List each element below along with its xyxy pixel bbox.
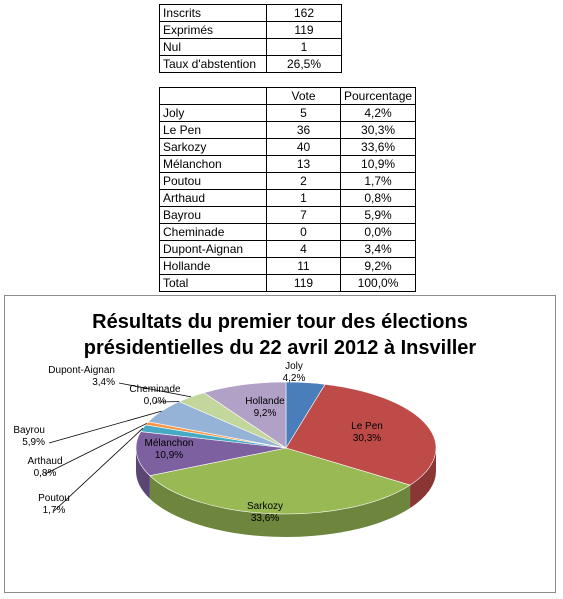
slice-value-label-sarkozy: 33,6% <box>251 513 279 524</box>
chart-title-line-1: Résultats du premier tour des élections <box>92 311 468 333</box>
vote-percentage: 100,0% <box>339 274 417 292</box>
vote-percentage: 1,7% <box>339 172 417 190</box>
pie-slice-side-sarkozy <box>149 475 411 537</box>
results-header-cell: Pourcentage <box>339 87 417 105</box>
slice-name-label-cheminade: Cheminade <box>129 384 181 395</box>
summary-table: Inscrits 162 Exprimés 119 Nul 1 Taux d'abstent… <box>159 4 342 73</box>
pie-slice-le pen <box>285 383 437 486</box>
summary-value: 1 <box>266 38 342 56</box>
vote-count: 40 <box>266 138 341 156</box>
pie-slice-hollande <box>203 381 287 449</box>
summary-row: Nul 1 <box>159 38 342 56</box>
candidate-name: Hollande <box>159 257 267 275</box>
slice-name-label-le pen: Le Pen <box>351 421 383 432</box>
results-row: Poutou 2 1,7% <box>159 172 417 190</box>
summary-row: Inscrits 162 <box>159 4 342 22</box>
slice-name-label-arthaud: Arthaud <box>27 456 62 467</box>
slice-value-label-hollande: 9,2% <box>254 408 277 419</box>
results-row: Bayrou 7 5,9% <box>159 206 417 224</box>
results-row: Cheminade 0 0,0% <box>159 223 417 241</box>
slice-value-label-joly: 4,2% <box>283 373 306 384</box>
vote-count: 13 <box>266 155 341 173</box>
summary-row: Taux d'abstention 26,5% <box>159 55 342 73</box>
candidate-name: Poutou <box>159 172 267 190</box>
leader-line-dupont-aignan <box>118 382 192 398</box>
candidate-name: Mélanchon <box>159 155 267 173</box>
vote-percentage: 10,9% <box>339 155 417 173</box>
leader-line-poutou <box>53 427 144 512</box>
slice-value-label-le pen: 30,3% <box>353 433 381 444</box>
vote-count: 1 <box>266 189 341 207</box>
vote-count: 7 <box>266 206 341 224</box>
results-header-cell <box>159 87 267 105</box>
vote-count: 4 <box>266 240 341 258</box>
results-row: Joly 5 4,2% <box>159 104 417 122</box>
pie-slice-mélanchon <box>135 431 287 477</box>
candidate-name: Dupont-Aignan <box>159 240 267 258</box>
candidate-name: Arthaud <box>159 189 267 207</box>
results-table: Vote Pourcentage Joly 5 4,2% Le Pen 36 30,3% Sar… <box>159 87 417 292</box>
vote-percentage: 3,4% <box>339 240 417 258</box>
vote-percentage: 30,3% <box>339 121 417 139</box>
summary-label: Exprimés <box>159 21 267 39</box>
slice-value-label-arthaud: 0,8% <box>34 468 57 479</box>
slice-name-label-joly: Joly <box>285 361 303 372</box>
slice-value-label-cheminade: 0,0% <box>144 396 167 407</box>
summary-value: 119 <box>266 21 342 39</box>
summary-value: 26,5% <box>266 55 342 73</box>
vote-percentage: 0,0% <box>339 223 417 241</box>
results-row: Hollande 11 9,2% <box>159 257 417 275</box>
slice-value-label-dupont-aignan: 3,4% <box>92 377 115 388</box>
slice-value-label-bayrou: 5,9% <box>22 437 45 448</box>
vote-count: 0 <box>266 223 341 241</box>
vote-count: 36 <box>266 121 341 139</box>
results-header-row: Vote Pourcentage <box>159 87 417 105</box>
slice-value-label-mélanchon: 10,9% <box>155 450 183 461</box>
pie-slices <box>135 381 437 537</box>
vote-count: 11 <box>266 257 341 275</box>
vote-percentage: 33,6% <box>339 138 417 156</box>
vote-percentage: 4,2% <box>339 104 417 122</box>
leader-line-arthaud <box>44 422 148 475</box>
results-row: Mélanchon 13 10,9% <box>159 155 417 173</box>
pie-slice-side-le pen <box>410 448 437 509</box>
vote-count: 5 <box>266 104 341 122</box>
results-row: Sarkozy 40 33,6% <box>159 138 417 156</box>
candidate-name: Joly <box>159 104 267 122</box>
chart-title-line-2: présidentielles du 22 avril 2012 à Insvi… <box>84 337 477 359</box>
slice-name-label-dupont-aignan: Dupont-Aignan <box>48 365 115 376</box>
summary-label: Nul <box>159 38 267 56</box>
slice-name-label-mélanchon: Mélanchon <box>145 438 194 449</box>
results-header-cell: Vote <box>266 87 341 105</box>
results-row: Arthaud 1 0,8% <box>159 189 417 207</box>
slice-name-label-sarkozy: Sarkozy <box>247 501 283 512</box>
slice-name-label-poutou: Poutou <box>38 493 70 504</box>
summary-label: Taux d'abstention <box>159 55 267 73</box>
candidate-name: Sarkozy <box>159 138 267 156</box>
summary-label: Inscrits <box>159 4 267 22</box>
vote-percentage: 5,9% <box>339 206 417 224</box>
pie-chart: Résultats du premier tour des élections … <box>4 295 556 593</box>
leader-line-bayrou <box>48 410 162 444</box>
vote-percentage: 0,8% <box>339 189 417 207</box>
results-row: Total 119 100,0% <box>159 274 417 292</box>
vote-percentage: 9,2% <box>339 257 417 275</box>
pie-slice-sarkozy <box>149 447 411 515</box>
candidate-name: Le Pen <box>159 121 267 139</box>
results-row: Dupont-Aignan 4 3,4% <box>159 240 417 258</box>
slice-name-label-bayrou: Bayrou <box>13 425 45 436</box>
summary-value: 162 <box>266 4 342 22</box>
vote-count: 119 <box>266 274 341 292</box>
results-row: Le Pen 36 30,3% <box>159 121 417 139</box>
candidate-name: Cheminade <box>159 223 267 241</box>
pie-slice-side-mélanchon <box>136 448 150 499</box>
pie-chart-svg: Résultats du premier tour des élections … <box>13 311 477 537</box>
slice-name-label-hollande: Hollande <box>245 396 285 407</box>
slice-value-label-poutou: 1,7% <box>43 505 66 516</box>
summary-row: Exprimés 119 <box>159 21 342 39</box>
candidate-name: Bayrou <box>159 206 267 224</box>
candidate-name: Total <box>159 274 267 292</box>
vote-count: 2 <box>266 172 341 190</box>
